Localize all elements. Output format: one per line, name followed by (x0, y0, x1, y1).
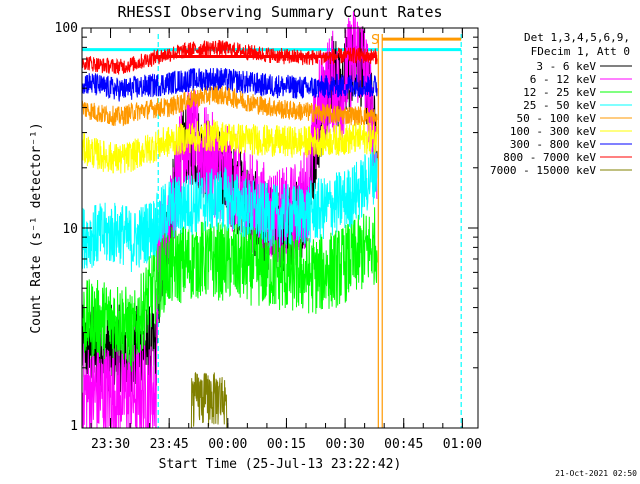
y-axis-ticks: 1 10 100 (55, 21, 478, 434)
y-tick-label: 100 (55, 21, 78, 36)
x-tick-label: 00:30 (326, 437, 365, 452)
series-lines (81, 11, 378, 429)
legend-entry-label: 300 - 800 keV (510, 138, 596, 151)
x-axis-label: Start Time (25-Jul-13 23:22:42) (159, 457, 402, 472)
x-tick-label: 23:30 (91, 437, 130, 452)
legend-header-1: Det 1,3,4,5,6,9, (524, 31, 630, 44)
series-line-2 (81, 207, 378, 372)
x-tick-label: 00:45 (384, 437, 423, 452)
flag-marker: S (371, 33, 379, 48)
series-line-4 (81, 84, 378, 128)
y-tick-label: 10 (62, 222, 78, 237)
series-line-3 (81, 143, 378, 273)
series-line-5 (81, 119, 378, 174)
legend-entry-label: 6 - 12 keV (530, 73, 597, 86)
legend-entry-label: 25 - 50 keV (523, 99, 596, 112)
legend-entry-label: 3 - 6 keV (536, 60, 596, 73)
x-tick-label: 00:00 (208, 437, 247, 452)
legend-entry-label: 100 - 300 keV (510, 125, 596, 138)
x-tick-label: 00:15 (267, 437, 306, 452)
series-line-6 (81, 67, 378, 102)
x-tick-label: 01:00 (443, 437, 482, 452)
legend-entry-label: 50 - 100 keV (517, 112, 597, 125)
x-axis-ticks: 23:30 23:45 00:00 00:15 00:30 00:45 01:00 (90, 28, 482, 452)
legend-entry-label: 12 - 25 keV (523, 86, 596, 99)
footer-date: 21-Oct-2021 02:50 (555, 469, 637, 478)
y-tick-label: 1 (70, 419, 78, 434)
legend: Det 1,3,4,5,6,9, FDecim 1, Att 0 3 - 6 k… (490, 31, 632, 177)
y-axis-label: Count Rate (s⁻¹ detector⁻¹) (29, 122, 44, 333)
legend-entry-label: 800 - 7000 keV (503, 151, 596, 164)
series-line-7 (81, 40, 378, 75)
legend-entry-label: 7000 - 15000 keV (490, 164, 596, 177)
legend-header-2: FDecim 1, Att 0 (531, 45, 630, 58)
x-tick-label: 23:45 (150, 437, 189, 452)
chart-title: RHESSI Observing Summary Count Rates (117, 3, 442, 21)
